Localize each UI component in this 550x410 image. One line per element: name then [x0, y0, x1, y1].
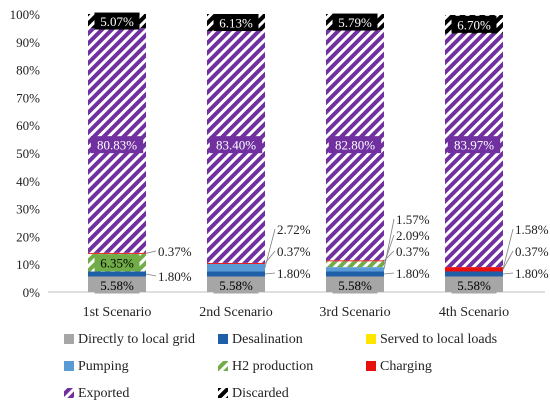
legend-label: Discarded [232, 386, 289, 401]
data-label: 5.58% [100, 278, 134, 293]
data-label: 6.13% [219, 16, 253, 31]
data-label: 1.57% [396, 212, 430, 227]
data-label-background [332, 276, 378, 294]
leader-line [502, 272, 514, 275]
legend-swatch [218, 334, 228, 344]
leader-line [383, 218, 395, 270]
data-label-background [94, 276, 140, 294]
data-label: 6.35% [100, 256, 134, 271]
data-label-background [332, 13, 378, 31]
x-tick-label: 4th Scenario [439, 305, 509, 320]
data-label: 5.79% [338, 15, 372, 30]
bar-segment-desalination [88, 271, 146, 277]
data-label: 5.58% [457, 278, 491, 293]
legend-swatch [218, 361, 228, 371]
legend-label: H2 production [232, 359, 313, 374]
data-label-background [328, 136, 382, 154]
legend-swatch [366, 334, 376, 344]
leader-line [145, 273, 157, 277]
data-label: 1.80% [277, 266, 311, 281]
data-label: 6.70% [457, 17, 491, 32]
bar-segment-charging [88, 252, 146, 254]
bar-segment-h2-production [326, 261, 384, 268]
y-tick-label: 90% [16, 35, 40, 50]
bar-segment-desalination [326, 271, 384, 277]
legend-swatch [366, 361, 376, 371]
y-tick-label: 0% [23, 285, 41, 300]
data-label-background [447, 136, 501, 154]
leader-line [502, 228, 514, 270]
x-axis-labels: 1st Scenario 2nd Scenario 3rd Scenario 4th … [83, 305, 510, 320]
y-tick-label: 30% [16, 202, 40, 217]
data-labels: 5.58% 1.80% 6.35% 0.37% 80.83% 5.07% 5.58% 1.80… [90, 12, 549, 294]
y-tick-label: 40% [16, 174, 40, 189]
data-label-background [451, 15, 497, 33]
leader-line [264, 272, 276, 275]
legend-label: Directly to local grid [78, 332, 195, 347]
y-tick-label: 60% [16, 118, 40, 133]
y-tick-label: 100% [10, 7, 41, 22]
legend: Directly to local grid Desalination Served… [64, 332, 497, 401]
legend-label: Charging [380, 359, 432, 374]
data-label: 1.80% [158, 269, 192, 284]
leader-line [383, 272, 395, 275]
legend-label: Desalination [232, 332, 303, 347]
bar-segment-desalination [445, 271, 503, 277]
y-tick-label: 20% [16, 229, 40, 244]
data-label: 80.83% [97, 138, 137, 153]
legend-swatch [64, 388, 74, 398]
x-tick-label: 3rd Scenario [319, 305, 390, 320]
data-label: 1.80% [515, 266, 549, 281]
legend-label: Pumping [78, 359, 129, 374]
leader-line [502, 250, 514, 270]
data-label: 5.58% [338, 278, 372, 293]
legend-swatch [218, 388, 228, 398]
x-tick-label: 2nd Scenario [199, 305, 272, 320]
data-label: 2.09% [396, 228, 430, 243]
x-tick-label: 1st Scenario [83, 305, 152, 320]
y-tick-label: 80% [16, 63, 40, 78]
data-label-background [209, 136, 263, 154]
data-label: 0.37% [396, 244, 430, 259]
data-label-background [213, 14, 259, 32]
legend-label: Served to local loads [380, 332, 497, 347]
bar-segment-pumping [326, 267, 384, 272]
y-tick-label: 50% [16, 146, 40, 161]
data-label-background [94, 12, 140, 30]
y-axis: 0% 10% 20% 30% 40% 50% 60% 70% 80% 90% 100% [10, 7, 545, 300]
data-label: 2.72% [277, 222, 311, 237]
y-tick-label: 10% [16, 257, 40, 272]
leader-line [264, 228, 276, 268]
legend-swatch [64, 361, 74, 371]
data-label: 82.80% [335, 138, 375, 153]
data-label-background [94, 254, 140, 272]
data-label: 83.40% [216, 138, 256, 153]
data-label: 1.80% [396, 266, 430, 281]
data-label: 0.37% [158, 244, 192, 259]
legend-swatch [64, 334, 74, 344]
data-label: 5.07% [100, 14, 134, 29]
data-label-background [90, 136, 144, 154]
data-label: 0.37% [277, 244, 311, 259]
leader-line [145, 250, 157, 254]
data-label: 5.58% [219, 278, 253, 293]
data-label-background [451, 276, 497, 294]
bar-segment-pumping [207, 263, 265, 272]
legend-label: Exported [78, 386, 129, 401]
bar-segment-charging [326, 260, 384, 262]
bar-segment-desalination [207, 271, 265, 277]
data-label: 1.58% [515, 222, 549, 237]
data-label-background [213, 276, 259, 294]
data-label: 83.97% [454, 138, 494, 153]
bar-segment-charging [445, 267, 503, 272]
y-tick-label: 70% [16, 90, 40, 105]
bar-segment-charging [207, 262, 265, 264]
data-label: 0.37% [515, 244, 549, 259]
